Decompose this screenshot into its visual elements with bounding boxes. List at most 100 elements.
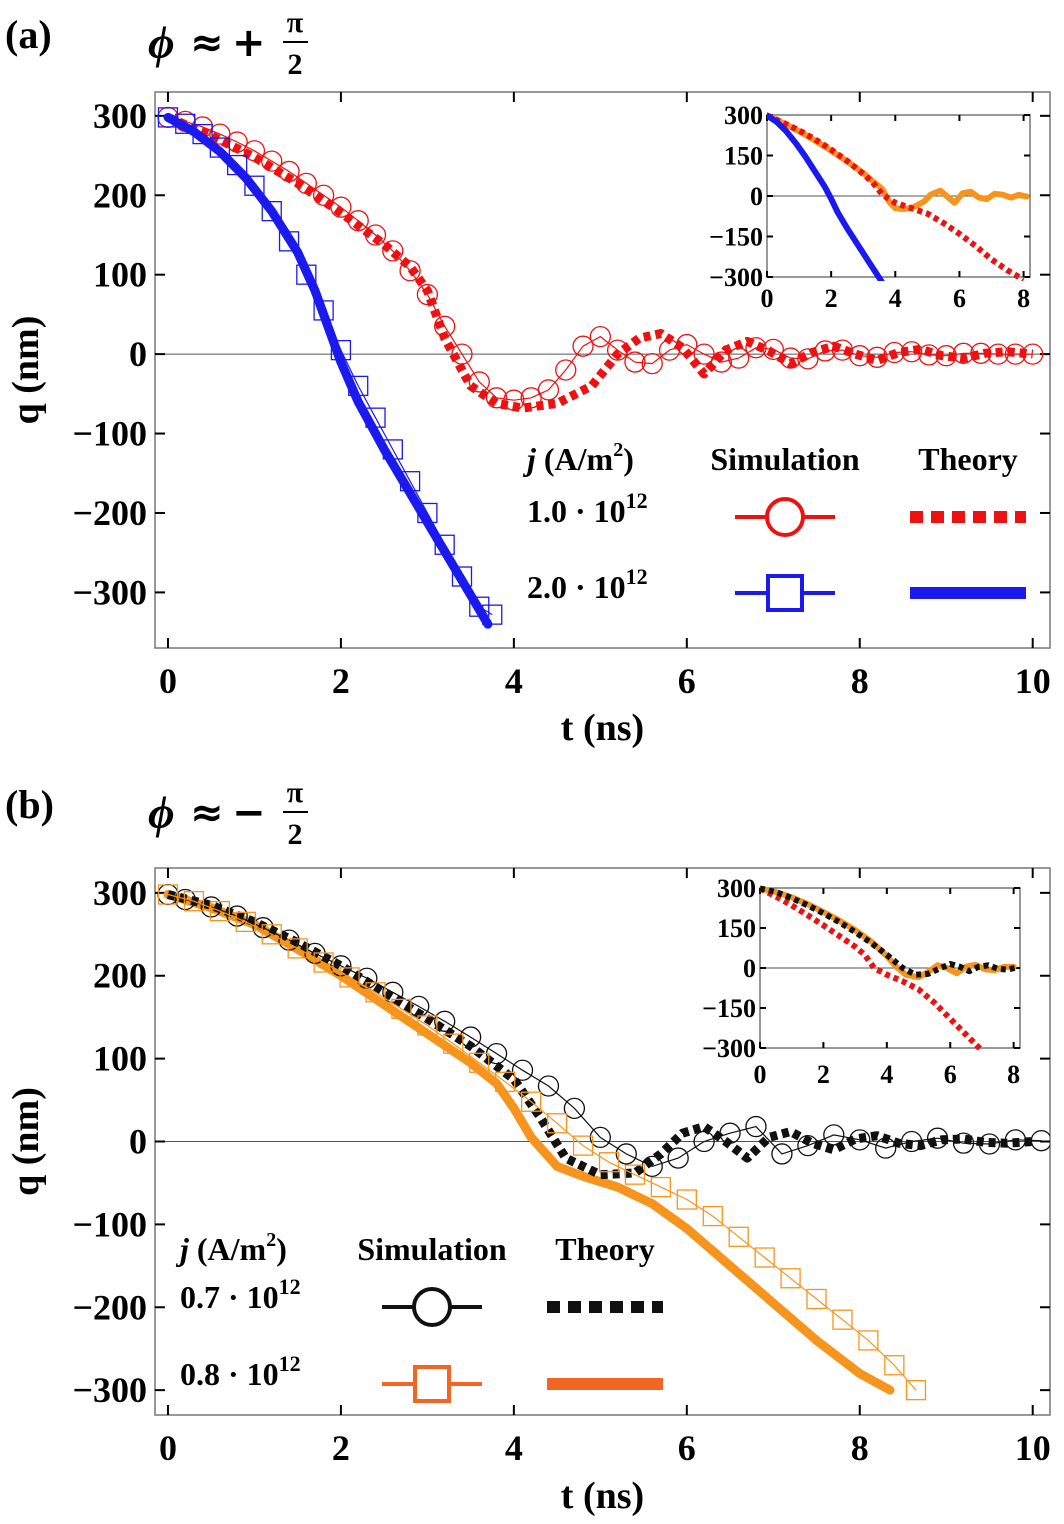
title-numerator: π — [287, 776, 304, 809]
data-point-circle — [511, 1059, 534, 1081]
data-point-square — [313, 952, 334, 973]
data-point-square — [728, 1226, 749, 1247]
data-point-circle — [970, 342, 992, 364]
series-line-0 — [760, 885, 985, 1052]
data-point-square — [157, 107, 179, 128]
title-numerator: π — [287, 6, 304, 39]
data-point-square — [521, 1091, 542, 1112]
title-sign: + — [232, 20, 266, 66]
data-point-circle — [278, 160, 300, 183]
y-tick-label: 300 — [717, 874, 756, 903]
data-point-square — [884, 1355, 905, 1376]
y-tick-label: 150 — [717, 914, 756, 943]
data-point-square — [287, 938, 308, 959]
x-tick-label: 0 — [159, 1428, 177, 1468]
series-group — [157, 883, 1050, 1401]
data-point-circle — [667, 1147, 689, 1169]
data-point-circle — [641, 1155, 663, 1178]
data-point-circle — [676, 333, 698, 356]
data-point-square — [754, 1247, 775, 1268]
data-point-circle — [900, 341, 923, 363]
data-point-circle — [952, 342, 975, 364]
data-point-square — [382, 439, 403, 460]
data-point-square — [365, 982, 386, 1003]
data-point-circle — [555, 359, 577, 381]
data-point-square — [624, 1164, 646, 1185]
legend-header-theory: Theory — [555, 1231, 655, 1267]
data-point-square — [330, 339, 352, 361]
x-tick-label: 4 — [505, 1428, 523, 1468]
data-point-square — [650, 1176, 672, 1198]
x-tick-label: 6 — [678, 661, 696, 701]
series-group — [760, 885, 1018, 1052]
data-point-square — [157, 884, 179, 905]
data-point-square — [482, 604, 503, 625]
data-point-square — [598, 1152, 620, 1173]
data-point-square — [443, 1033, 464, 1054]
x-tick-label: 10 — [1015, 661, 1051, 701]
y-tick-label: 300 — [724, 101, 763, 130]
data-point-circle — [243, 140, 266, 162]
data-point-square — [546, 1113, 568, 1134]
data-point-square — [244, 175, 265, 196]
data-point-square — [226, 154, 248, 176]
data-point-circle — [719, 1122, 741, 1144]
data-point-circle — [1030, 1130, 1050, 1152]
title-denominator: 2 — [288, 48, 303, 81]
legend-row-value: 0.7 · 1012 — [180, 1274, 301, 1315]
data-point-circle — [745, 337, 767, 359]
legend-header-j: j — [522, 441, 536, 477]
data-point-circle — [658, 339, 681, 361]
data-point-circle — [831, 339, 854, 361]
data-point-square — [348, 375, 369, 397]
y-tick-label: 100 — [93, 1039, 147, 1079]
data-point-circle — [330, 955, 352, 977]
x-tick-label: 0 — [761, 284, 774, 313]
legend-sim-circle — [765, 497, 805, 537]
legend-header-theory: Theory — [918, 441, 1018, 477]
y-tick-label: 100 — [93, 255, 147, 295]
data-point-circle — [226, 905, 248, 927]
data-point-circle — [416, 283, 439, 306]
y-tick-label: −300 — [709, 263, 763, 292]
data-point-square — [261, 924, 282, 945]
y-tick-label: 200 — [93, 956, 147, 996]
data-point-circle — [468, 371, 490, 393]
data-point-circle — [537, 379, 560, 401]
data-point-square — [261, 200, 282, 222]
data-point-circle — [615, 1143, 637, 1165]
data-point-square — [572, 1135, 594, 1156]
data-point-circle — [762, 338, 784, 360]
data-point-circle — [589, 325, 611, 348]
series-line-1 — [167, 116, 1033, 401]
data-point-circle — [779, 347, 802, 369]
legend-header-simulation: Simulation — [357, 1231, 507, 1267]
series-line-3 — [167, 893, 917, 1391]
data-point-circle — [209, 123, 231, 145]
data-point-circle — [252, 917, 274, 939]
legend-header-j: j — [175, 1231, 189, 1267]
data-point-circle — [900, 1130, 923, 1153]
data-point-square — [495, 1071, 516, 1092]
data-point-circle — [356, 967, 378, 989]
data-point-circle — [347, 210, 369, 232]
data-point-circle — [926, 1127, 949, 1149]
title-approx: ≈ — [190, 20, 224, 66]
x-tick-label: 8 — [1017, 284, 1030, 313]
data-point-square — [339, 967, 360, 988]
legend-row-value: 0.8 · 1012 — [180, 1351, 301, 1392]
data-point-circle — [174, 888, 196, 911]
y-tick-label: −150 — [709, 223, 763, 252]
legend-mantissa: 1.0 · 10 — [527, 493, 626, 529]
legend-header-close: ) — [276, 1231, 287, 1267]
panel-label: (b) — [5, 782, 54, 827]
legend-header-current: j (A/m2) — [522, 439, 634, 477]
x-tick-label: 6 — [953, 284, 966, 313]
data-point-circle — [1022, 343, 1044, 365]
y-tick-label: −300 — [72, 1370, 147, 1410]
panel-3: 0 2 4 6 8 300 150 0 −150 −300 — [702, 874, 1021, 1089]
data-point-square — [780, 1268, 801, 1289]
data-point-square — [676, 1189, 697, 1210]
series-line-0 — [767, 112, 1030, 212]
